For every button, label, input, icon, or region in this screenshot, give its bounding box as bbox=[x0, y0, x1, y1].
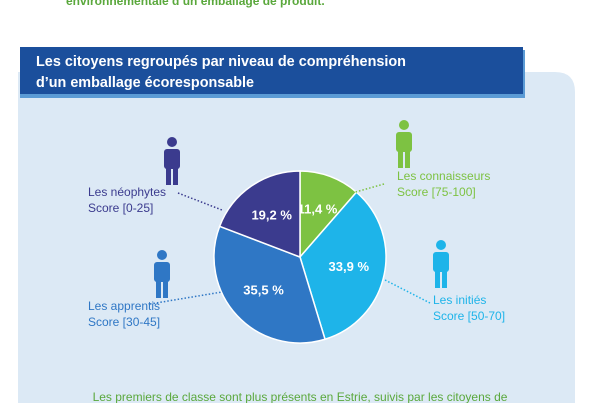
footer-text: Les premiers de classe sont plus présent… bbox=[93, 390, 508, 403]
chart-title: d’un emballage écoresponsable bbox=[36, 74, 254, 91]
slice-label: 11,4 % bbox=[298, 202, 338, 217]
pie-slice bbox=[299, 191, 387, 341]
figure-leg bbox=[163, 280, 168, 298]
category-label: Les apprentis bbox=[88, 299, 160, 313]
category-label: Les connaisseurs bbox=[397, 169, 490, 183]
figure-leg bbox=[435, 270, 440, 288]
leader-line bbox=[177, 192, 223, 211]
leader-line bbox=[149, 291, 223, 305]
category-label: Les initiés bbox=[433, 293, 486, 307]
banner bbox=[20, 47, 523, 94]
score-label: Score [0-25] bbox=[88, 201, 153, 215]
figure-body bbox=[433, 252, 449, 272]
figure-body bbox=[164, 149, 180, 169]
figure-leg bbox=[156, 280, 161, 298]
figure-head bbox=[167, 137, 177, 147]
figure-body bbox=[396, 132, 412, 152]
figure-leg bbox=[442, 270, 447, 288]
figure-leg bbox=[405, 150, 410, 168]
figure-head bbox=[399, 120, 409, 130]
figure-body bbox=[154, 262, 170, 282]
pie-slice bbox=[213, 225, 326, 344]
leader-line bbox=[384, 279, 431, 304]
figure-head bbox=[157, 250, 167, 260]
chart-title: Les citoyens regroupés par niveau de com… bbox=[36, 53, 406, 70]
category-label: Les néophytes bbox=[88, 185, 166, 199]
figure-leg bbox=[166, 167, 171, 185]
pie-slice bbox=[218, 170, 301, 259]
score-label: Score [50-70] bbox=[433, 309, 505, 323]
score-label: Score [75-100] bbox=[397, 185, 476, 199]
score-label: Score [30-45] bbox=[88, 315, 160, 329]
header-text: environnementale d’un emballage de produ… bbox=[66, 0, 325, 8]
slice-label: 33,9 % bbox=[329, 259, 370, 274]
slice-label: 35,5 % bbox=[243, 282, 284, 297]
slice-label: 19,2 % bbox=[251, 207, 292, 222]
figure-leg bbox=[173, 167, 178, 185]
figure-head bbox=[436, 240, 446, 250]
figure-leg bbox=[398, 150, 403, 168]
